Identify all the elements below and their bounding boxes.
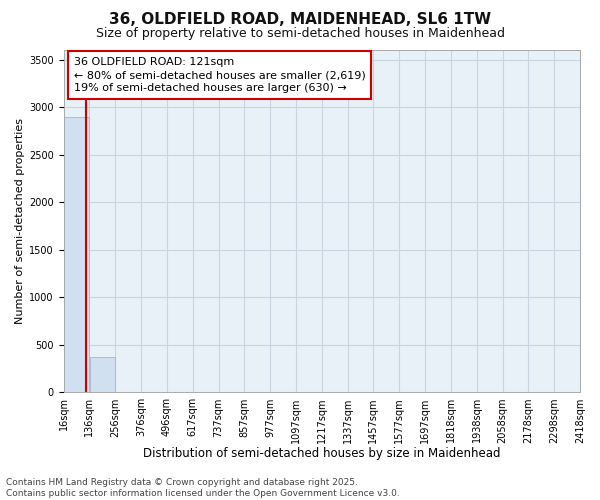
X-axis label: Distribution of semi-detached houses by size in Maidenhead: Distribution of semi-detached houses by … [143,447,500,460]
Bar [64,116,89,392]
Bar [89,357,115,392]
Text: 36 OLDFIELD ROAD: 121sqm
← 80% of semi-detached houses are smaller (2,619)
19% o: 36 OLDFIELD ROAD: 121sqm ← 80% of semi-d… [74,57,366,93]
Y-axis label: Number of semi-detached properties: Number of semi-detached properties [15,118,25,324]
Text: 36, OLDFIELD ROAD, MAIDENHEAD, SL6 1TW: 36, OLDFIELD ROAD, MAIDENHEAD, SL6 1TW [109,12,491,28]
Text: Contains HM Land Registry data © Crown copyright and database right 2025.
Contai: Contains HM Land Registry data © Crown c… [6,478,400,498]
Text: Size of property relative to semi-detached houses in Maidenhead: Size of property relative to semi-detach… [95,28,505,40]
